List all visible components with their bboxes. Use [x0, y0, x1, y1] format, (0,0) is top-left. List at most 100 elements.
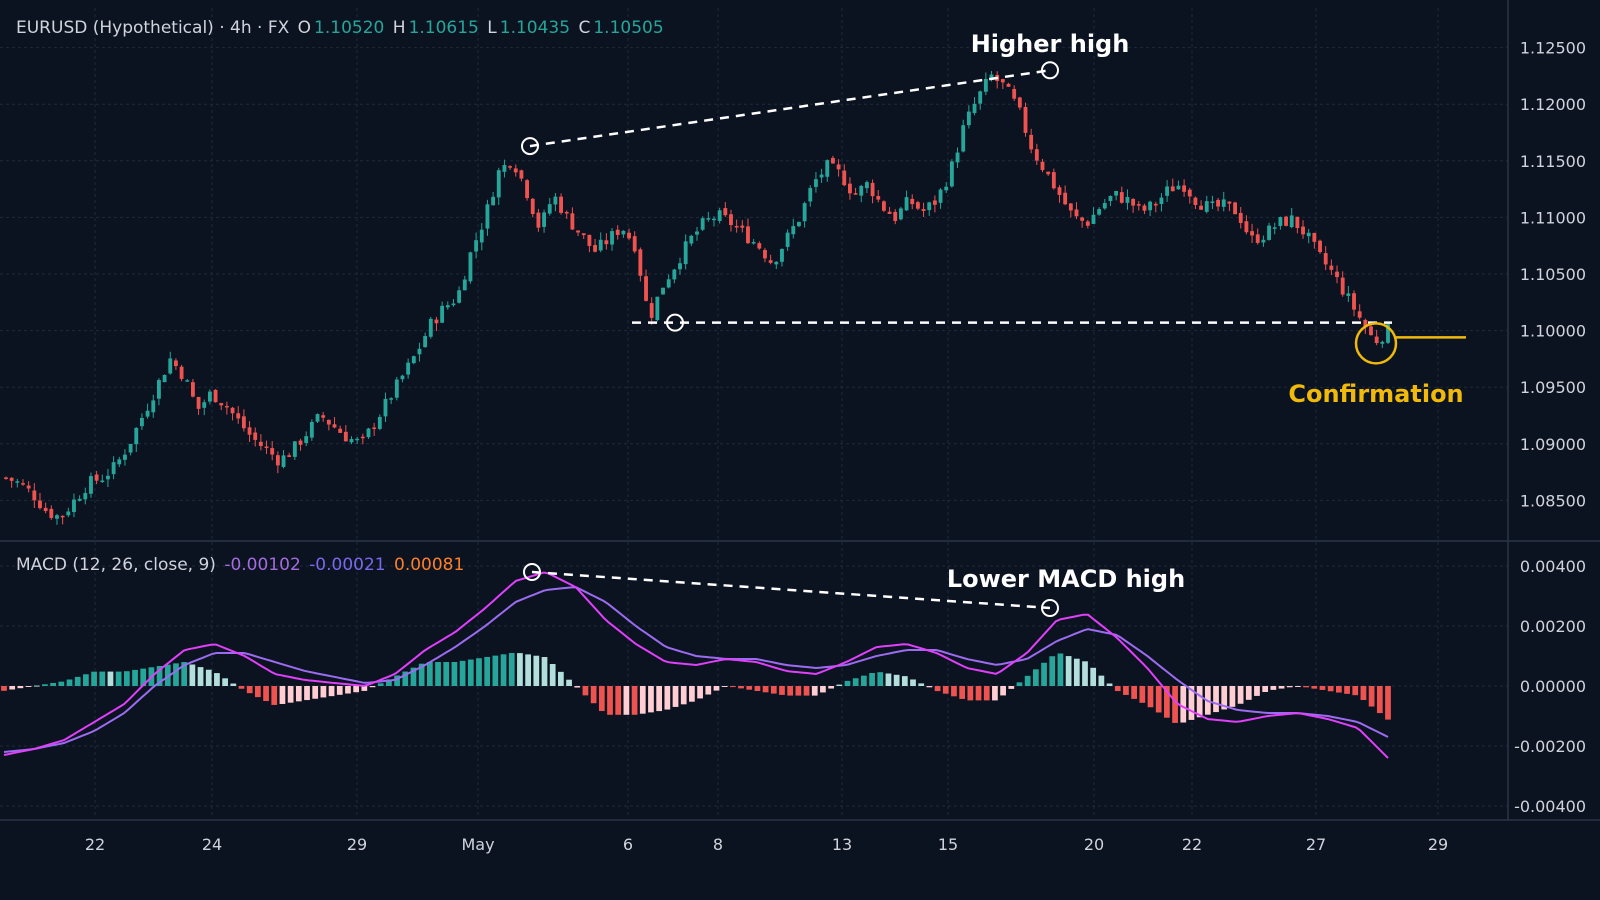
candle-body	[451, 303, 456, 306]
candle-body	[802, 203, 807, 222]
histogram-bar	[607, 686, 613, 715]
candle-body	[1380, 341, 1385, 344]
candle-body	[372, 427, 377, 430]
histogram-bar	[746, 686, 753, 690]
histogram-bar	[779, 686, 785, 695]
candle-body	[887, 211, 892, 214]
histogram-bar	[402, 671, 409, 686]
candle-body	[1159, 197, 1164, 205]
ohlc-close-value: 1.10505	[593, 18, 664, 38]
candle-body	[1040, 161, 1045, 171]
candle-body	[349, 439, 354, 443]
candle-body	[723, 208, 728, 216]
candle-body	[1034, 149, 1039, 161]
candle-body	[1023, 106, 1028, 133]
candlestick-series	[4, 71, 1390, 525]
candle-body	[604, 240, 609, 245]
histogram-bar	[132, 669, 138, 686]
histogram-bar	[1319, 686, 1326, 690]
candle-body	[338, 428, 343, 433]
histogram-bar	[1082, 661, 1088, 686]
histogram-bar	[1262, 686, 1269, 692]
candle-body	[123, 454, 127, 460]
candle-body	[1340, 277, 1345, 295]
histogram-bar	[1270, 686, 1277, 690]
histogram-bar	[1188, 686, 1195, 720]
candle-body	[1227, 201, 1232, 204]
candle-body	[1074, 209, 1079, 217]
histogram-bar	[1180, 686, 1187, 723]
histogram-bar	[58, 681, 65, 686]
candle-body	[145, 410, 150, 417]
histogram-bar	[1024, 675, 1031, 686]
histogram-bar	[795, 686, 802, 696]
histogram-bar	[263, 686, 269, 702]
candle-body	[270, 448, 275, 455]
candle-body	[881, 201, 886, 211]
support-low-marker	[666, 313, 684, 332]
histogram-bar	[983, 686, 990, 701]
candle-body	[1017, 97, 1022, 108]
candle-body	[1284, 216, 1288, 226]
candle-body	[377, 416, 382, 429]
higher-high-label: Higher high	[970, 30, 1130, 58]
ohlc-low-label: L	[487, 18, 497, 38]
candle-body	[1000, 79, 1005, 83]
candle-body	[1131, 198, 1136, 206]
histogram-bar	[598, 686, 605, 712]
histogram-bar	[1155, 686, 1162, 713]
histogram-bar	[820, 686, 826, 693]
histogram-bar	[992, 686, 998, 701]
histogram-bar	[214, 673, 220, 686]
candle-body	[89, 476, 93, 494]
candle-body	[717, 210, 722, 221]
candle-body	[173, 360, 178, 367]
candle-body	[751, 242, 756, 244]
candle-body	[190, 382, 195, 397]
candle-body	[581, 233, 586, 236]
candle-body	[570, 213, 575, 230]
candle-body	[1012, 88, 1017, 99]
histogram-bar	[1245, 686, 1252, 700]
candle-body	[1329, 265, 1334, 270]
candle-body	[763, 250, 767, 259]
candle-body	[661, 287, 665, 295]
candle-body	[304, 436, 309, 443]
candle-body	[780, 248, 784, 262]
histogram-bar	[1090, 667, 1097, 686]
candle-body	[559, 196, 563, 213]
candle-body	[179, 366, 184, 379]
candle-body	[1193, 197, 1198, 205]
histogram-bar	[115, 671, 122, 686]
histogram-bar	[885, 673, 892, 686]
macd-annotations	[523, 563, 1059, 617]
candle-body	[253, 432, 258, 440]
candle-body	[1136, 204, 1141, 206]
candle-body	[423, 336, 428, 348]
candle-body	[1233, 202, 1237, 215]
histogram-bar	[566, 679, 572, 686]
candle-body	[106, 475, 110, 480]
price-tick-label: 1.12500	[1520, 39, 1586, 58]
candle-body	[898, 208, 903, 220]
candle-body	[224, 405, 229, 408]
candle-body	[649, 303, 654, 318]
candle-body	[26, 485, 31, 489]
candle-body	[77, 498, 82, 501]
candle-body	[836, 164, 841, 170]
candle-body	[1199, 205, 1204, 210]
macd-value: -0.00102	[224, 555, 301, 575]
histogram-bar	[615, 686, 622, 715]
candle-body	[1097, 209, 1102, 215]
histogram-bar	[369, 686, 376, 688]
histogram-bar	[238, 686, 245, 689]
candle-body	[632, 236, 637, 252]
histogram-bar	[320, 686, 327, 698]
candle-body	[1374, 336, 1379, 344]
price-tick-label: 1.09500	[1520, 378, 1586, 397]
x-tick-label: 22	[1182, 835, 1202, 854]
candle-body	[474, 240, 479, 252]
ohlc-high-value: 1.10615	[408, 18, 479, 38]
candle-body	[213, 389, 218, 403]
